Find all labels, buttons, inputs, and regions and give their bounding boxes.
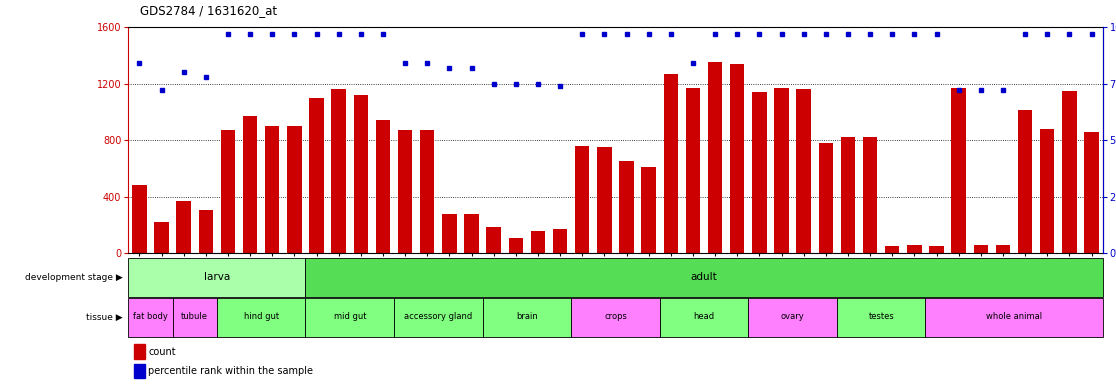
Bar: [309, 98, 324, 253]
Bar: [575, 146, 589, 253]
Text: head: head: [693, 313, 714, 321]
Bar: [243, 116, 258, 253]
Text: percentile rank within the sample: percentile rank within the sample: [148, 366, 314, 376]
Text: tissue ▶: tissue ▶: [86, 313, 123, 322]
Bar: [885, 247, 899, 253]
Bar: [752, 92, 767, 253]
Text: ovary: ovary: [781, 313, 805, 321]
Bar: [995, 245, 1010, 253]
Bar: [173, 298, 217, 337]
Bar: [134, 344, 145, 359]
Bar: [660, 298, 749, 337]
Bar: [708, 62, 722, 253]
Bar: [863, 137, 877, 253]
Bar: [354, 95, 368, 253]
Text: fat body: fat body: [133, 313, 167, 321]
Text: brain: brain: [516, 313, 538, 321]
Bar: [221, 130, 235, 253]
Bar: [398, 130, 412, 253]
Bar: [376, 120, 391, 253]
Text: larva: larva: [204, 271, 230, 281]
Bar: [837, 298, 925, 337]
Bar: [797, 89, 811, 253]
Text: count: count: [148, 347, 176, 357]
Bar: [1018, 111, 1032, 253]
Text: tubule: tubule: [181, 313, 209, 321]
Bar: [128, 258, 306, 297]
Bar: [685, 88, 700, 253]
Bar: [952, 88, 965, 253]
Bar: [128, 298, 173, 337]
Bar: [552, 229, 567, 253]
Bar: [331, 89, 346, 253]
Bar: [642, 167, 656, 253]
Bar: [907, 245, 922, 253]
Text: whole animal: whole animal: [985, 313, 1042, 321]
Bar: [749, 298, 837, 337]
Bar: [1062, 91, 1077, 253]
Bar: [819, 143, 833, 253]
Bar: [1085, 132, 1099, 253]
Bar: [154, 222, 169, 253]
Bar: [973, 245, 988, 253]
Text: accessory gland: accessory gland: [404, 313, 472, 321]
Bar: [925, 298, 1103, 337]
Text: testes: testes: [868, 313, 894, 321]
Bar: [306, 258, 1103, 297]
Bar: [217, 298, 306, 337]
Bar: [487, 227, 501, 253]
Bar: [730, 64, 744, 253]
Bar: [571, 298, 660, 337]
Bar: [394, 298, 482, 337]
Bar: [464, 214, 479, 253]
Text: GDS2784 / 1631620_at: GDS2784 / 1631620_at: [140, 4, 277, 17]
Bar: [482, 298, 571, 337]
Bar: [775, 88, 789, 253]
Text: development stage ▶: development stage ▶: [25, 273, 123, 282]
Bar: [266, 126, 279, 253]
Text: adult: adult: [691, 271, 718, 281]
Bar: [287, 126, 301, 253]
Bar: [619, 161, 634, 253]
Bar: [176, 201, 191, 253]
Bar: [132, 185, 146, 253]
Bar: [306, 298, 394, 337]
Text: crops: crops: [604, 313, 627, 321]
Bar: [1040, 129, 1055, 253]
Bar: [442, 214, 456, 253]
Bar: [531, 231, 546, 253]
Bar: [664, 74, 679, 253]
Bar: [597, 147, 612, 253]
Bar: [199, 210, 213, 253]
Text: hind gut: hind gut: [243, 313, 279, 321]
Bar: [840, 137, 855, 253]
Bar: [134, 364, 145, 378]
Bar: [509, 238, 523, 253]
Bar: [930, 246, 944, 253]
Bar: [420, 130, 434, 253]
Text: mid gut: mid gut: [334, 313, 366, 321]
